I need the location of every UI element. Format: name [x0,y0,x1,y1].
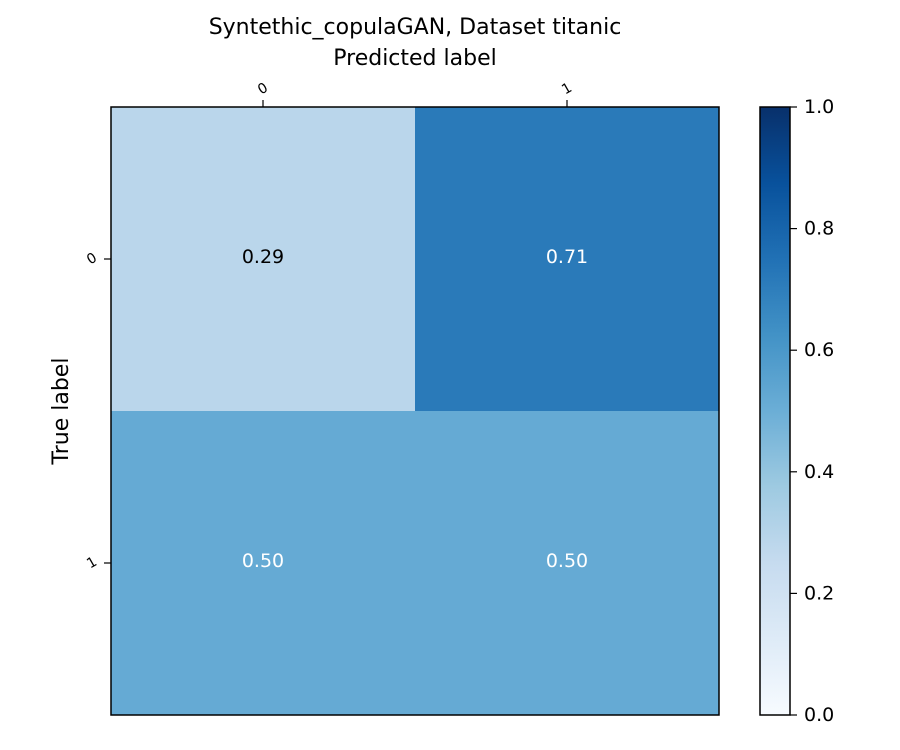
cell-value-label: 0.50 [546,550,588,572]
colorbar [759,106,791,716]
cell-value-label: 0.50 [242,550,284,572]
colorbar-tick-label: 1.0 [804,96,834,118]
cell-value-label: 0.71 [546,246,588,268]
heatmap-cell [111,411,416,716]
heatmap-cell [111,107,416,412]
colorbar-tick-label: 0.8 [804,218,834,240]
colorbar-tick-label: 0.2 [804,582,834,604]
colorbar-ticks: 0.0 0.2 0.4 0.6 0.8 1.0 [790,96,834,726]
chart-title: Syntethic_copulaGAN, Dataset titanic [209,15,622,40]
heatmap-cell [415,411,720,716]
x-tick-label: 0 [255,80,271,98]
plot-frame [110,106,720,716]
y-axis-ticks: 01 [84,250,111,572]
heatmap-cells [111,107,720,716]
cell-value-label: 0.29 [242,246,284,268]
y-tick-label: 0 [84,250,100,268]
y-tick-label: 1 [84,554,100,572]
heatmap-cell [415,107,720,412]
x-axis-label: Predicted label [333,46,496,71]
colorbar-tick-label: 0.4 [804,461,834,483]
colorbar-tick-label: 0.0 [804,704,834,726]
colorbar-tick-label: 0.6 [804,339,834,361]
x-tick-label: 1 [559,80,575,98]
heatmap-cell-labels: 0.29 0.71 0.50 0.50 [242,246,588,572]
y-axis-label: True label [49,358,74,466]
